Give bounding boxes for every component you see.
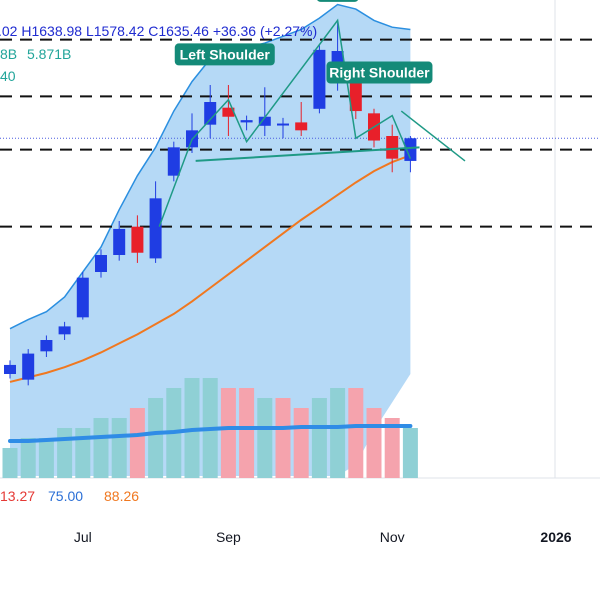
volume-bar <box>2 448 18 478</box>
candle-body <box>404 138 417 161</box>
x-tick-label: Jul <box>74 529 92 545</box>
candle-body <box>386 136 399 159</box>
volume-moving-average-line <box>8 424 413 443</box>
candle <box>131 215 144 263</box>
x-tick-label: Nov <box>380 529 405 545</box>
candle <box>95 249 107 278</box>
candle-body <box>58 326 71 335</box>
candle-body <box>149 198 162 259</box>
volume-bar <box>293 408 309 478</box>
candle-body <box>4 364 16 374</box>
right-shoulder-label-bg <box>326 61 433 84</box>
candle-body <box>349 77 362 112</box>
candle <box>258 87 271 136</box>
candle <box>113 221 126 261</box>
volume-bar <box>402 428 418 478</box>
head-label-bg <box>317 0 359 2</box>
volume-bar <box>111 418 127 478</box>
x-tick-label: Sep <box>216 529 241 545</box>
x-axis-ticks: Jul Sep Nov 2026 <box>74 529 572 545</box>
candle <box>76 272 89 320</box>
indicator-value-3: 88.26 <box>104 488 140 504</box>
volume-bar <box>366 408 382 478</box>
candle <box>222 85 235 136</box>
left-shoulder-label: Left Shoulder <box>174 43 275 66</box>
candle <box>277 117 289 139</box>
candle <box>240 115 253 131</box>
candle-body <box>113 228 126 255</box>
candle <box>58 321 71 340</box>
candle <box>313 45 326 114</box>
volume-bar <box>148 398 164 478</box>
volume-bar <box>20 438 36 478</box>
volume-bar <box>348 388 364 478</box>
moving-averages <box>8 154 413 443</box>
candle <box>22 349 35 386</box>
volume-bar <box>384 418 400 478</box>
candle <box>149 181 162 263</box>
resistance-levels <box>0 38 600 228</box>
candle <box>40 335 53 357</box>
volume-bar <box>330 388 346 478</box>
indicator-value-1: 13.27 <box>0 488 36 504</box>
candle <box>167 141 180 182</box>
left-shoulder-label-text: Left Shoulder <box>180 46 271 62</box>
volume-readout-b: 5.871B <box>27 46 72 62</box>
head-and-shoulders-pattern <box>158 18 466 227</box>
candle <box>404 136 417 173</box>
volume-bar <box>38 438 54 478</box>
candle <box>295 102 308 136</box>
candle-body <box>131 226 144 253</box>
indicator-readout: 40 <box>0 68 16 84</box>
pattern-outline <box>158 18 412 227</box>
right-shoulder-label: Right Shoulder <box>326 61 433 84</box>
volume-bar <box>239 388 255 478</box>
band-fill <box>10 4 411 477</box>
volume-bar <box>220 388 236 478</box>
candle-body <box>222 107 235 117</box>
ohlc-readout: .02 H1638.98 L1578.42 C1635.46 +36.36 (+… <box>0 23 318 39</box>
candle-body <box>40 340 53 352</box>
candle-body <box>22 353 35 380</box>
breakdown-trendline <box>400 110 466 162</box>
volume-bar <box>311 398 327 478</box>
candle <box>4 360 16 379</box>
volume-bar <box>257 398 273 478</box>
left-shoulder-label-bg <box>174 43 275 66</box>
x-tick-label: 2026 <box>540 529 571 545</box>
candle-body <box>277 123 289 126</box>
candle-body <box>295 122 308 131</box>
candle-body <box>240 120 253 123</box>
candle-body <box>167 147 180 176</box>
candle <box>204 85 217 139</box>
volume-bar <box>129 408 145 478</box>
candle-body <box>204 102 217 125</box>
candle-body <box>258 116 271 126</box>
volume-bars <box>2 378 418 478</box>
volume-readout-a: 8B <box>0 46 18 62</box>
head-label: Head <box>317 0 359 2</box>
candle-body <box>76 277 89 318</box>
volume-bar <box>57 428 73 478</box>
candle-body <box>95 255 107 272</box>
pattern-labels: Head Left Shoulder Right Shoulder <box>174 0 433 84</box>
neckline <box>195 146 420 162</box>
volume-bar <box>75 428 91 478</box>
moving-average-line <box>9 154 411 383</box>
indicator-value-2: 75.00 <box>48 488 84 504</box>
candle-body <box>313 49 326 109</box>
right-shoulder-label-text: Right Shoulder <box>329 65 430 81</box>
volume-bar <box>93 418 109 478</box>
volume-bar <box>275 398 291 478</box>
